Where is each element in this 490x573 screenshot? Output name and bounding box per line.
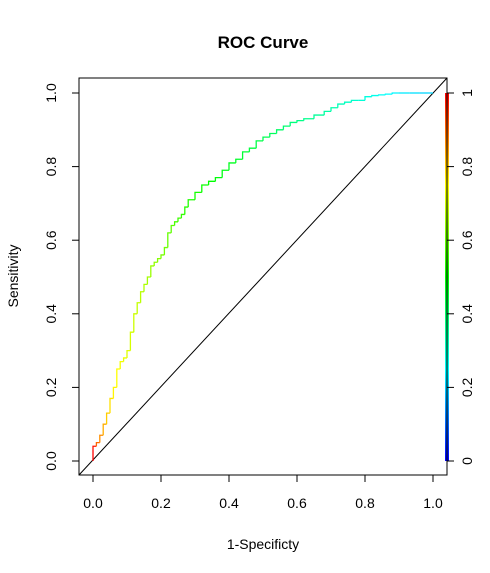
x-tick-label: 0.2 (151, 495, 171, 511)
roc-segment (313, 114, 325, 119)
y-tick-label: 0.2 (43, 377, 59, 397)
roc-segment (99, 434, 104, 443)
roc-segment (109, 397, 114, 414)
x-tick-label: 1.0 (423, 495, 443, 511)
roc-segment (282, 125, 291, 130)
roc-segment (214, 176, 223, 182)
roc-segment (391, 92, 399, 95)
roc-segment (136, 302, 141, 314)
roc-segment (350, 99, 359, 103)
roc-segment (337, 103, 345, 108)
y-tick-label: 0.0 (43, 451, 59, 471)
roc-segment (112, 386, 117, 399)
x-axis-title: 1-Specificty (227, 536, 299, 552)
roc-segment (371, 94, 379, 97)
colorbar-tick-label: 0.8 (459, 157, 475, 177)
chart-title: ROC Curve (218, 33, 309, 52)
roc-segment (221, 169, 229, 178)
roc-segment (102, 423, 107, 436)
roc-segment (122, 357, 127, 362)
x-tick-label: 0.4 (219, 495, 239, 511)
roc-segment (269, 132, 277, 138)
reference-diagonal (78, 77, 448, 476)
roc-segment (262, 136, 270, 141)
x-tick-label: 0.8 (355, 495, 375, 511)
roc-curve (92, 92, 433, 461)
roc-segment (187, 199, 195, 208)
y-axis: 0.0 0.2 0.4 0.6 0.8 1.0 (43, 83, 80, 471)
roc-segment (248, 147, 257, 152)
roc-segment (119, 360, 124, 369)
roc-segment (116, 368, 121, 388)
roc-segment (323, 110, 331, 116)
colorbar-tick-label: 0 (459, 457, 475, 465)
roc-segment (92, 445, 97, 450)
roc-segment (201, 184, 209, 193)
roc-segment (228, 162, 236, 171)
roc-segment (207, 180, 216, 185)
roc-segment (241, 151, 250, 160)
roc-segment (235, 158, 243, 163)
roc-segment (289, 121, 297, 127)
y-tick-label: 0.4 (43, 304, 59, 324)
roc-segment (95, 441, 100, 447)
roc-segment (105, 412, 110, 425)
roc-segment (194, 191, 202, 200)
y-axis-title: Sensitivity (5, 244, 21, 307)
x-tick-label: 0.0 (83, 495, 103, 511)
colorbar-tick-label: 0.2 (459, 377, 475, 397)
roc-segment (170, 224, 175, 233)
colorbar-tick-label: 0.6 (459, 230, 475, 250)
y-tick-label: 0.8 (43, 157, 59, 177)
x-axis: 0.0 0.2 0.4 0.6 0.8 1.0 (83, 474, 443, 511)
colorbar-tick-label: 1 (459, 89, 475, 97)
roc-segment (303, 118, 314, 121)
roc-segment (343, 101, 352, 105)
y-tick-label: 1.0 (43, 83, 59, 103)
roc-segment (160, 254, 165, 259)
colorbar-tick-label: 0.4 (459, 304, 475, 324)
roc-segment (384, 93, 393, 95)
colorbar-axis: 0 0.2 0.4 0.6 0.8 1 (446, 89, 475, 465)
roc-segment (364, 96, 372, 101)
roc-segment (150, 265, 155, 277)
roc-segment (177, 217, 182, 222)
roc-segment (126, 349, 131, 358)
roc-segment (163, 246, 168, 255)
roc-segment (153, 261, 158, 266)
roc-segment (167, 232, 172, 248)
roc-segment (129, 331, 134, 351)
roc-segment (377, 94, 386, 96)
roc-segment (173, 221, 178, 226)
roc-segment (184, 206, 189, 215)
roc-segment (156, 257, 161, 263)
roc-segment (275, 129, 284, 134)
y-tick-label: 0.6 (43, 230, 59, 250)
roc-segment (180, 213, 185, 219)
roc-segment (139, 291, 144, 303)
x-tick-label: 0.6 (287, 495, 307, 511)
roc-segment (296, 119, 304, 123)
roc-segment (255, 140, 263, 149)
roc-segment (143, 283, 148, 292)
roc-segment (146, 276, 151, 285)
roc-segment (133, 313, 138, 333)
roc-segment (330, 107, 338, 112)
